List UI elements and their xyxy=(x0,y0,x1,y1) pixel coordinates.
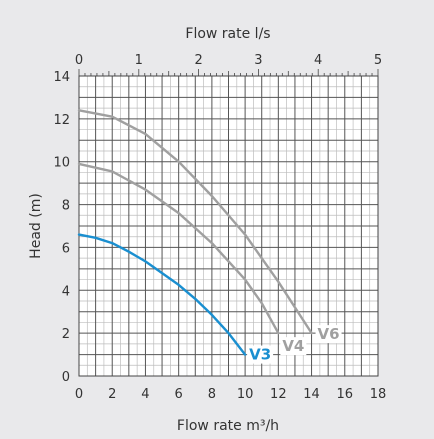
x-axis-title: Flow rate m³/h xyxy=(177,418,279,434)
top-axis-tick-marks xyxy=(78,69,379,76)
x-tick-label: 4 xyxy=(141,387,149,402)
top-tick-label: 2 xyxy=(194,53,202,68)
series-label-background xyxy=(315,325,342,344)
x-tick-label: 16 xyxy=(337,387,354,402)
series-label-background xyxy=(280,337,307,356)
y-tick-label: 4 xyxy=(62,284,70,299)
x-axis-tick-labels: 0 2 4 6 8 10 12 14 16 18 xyxy=(75,387,386,402)
y-tick-label: 12 xyxy=(53,113,70,128)
y-tick-label: 6 xyxy=(62,241,70,256)
series-line-v6 xyxy=(77,109,313,335)
top-tick-label: 5 xyxy=(374,53,382,68)
top-axis-title: Flow rate l/s xyxy=(185,26,270,42)
series-line-v3 xyxy=(77,233,247,356)
series-lines xyxy=(77,109,313,356)
y-tick-label: 8 xyxy=(62,199,70,214)
x-tick-label: 0 xyxy=(75,387,83,402)
y-tick-label: 10 xyxy=(53,156,70,171)
top-axis-tick-labels: 0 1 2 3 4 5 xyxy=(75,53,382,68)
x-tick-label: 8 xyxy=(208,387,216,402)
x-tick-label: 14 xyxy=(303,387,320,402)
series-line-v4 xyxy=(77,162,280,335)
x-tick-label: 18 xyxy=(370,387,387,402)
y-axis-tick-labels: 0 2 4 6 8 10 12 14 xyxy=(53,70,70,385)
top-tick-label: 4 xyxy=(314,53,322,68)
top-tick-label: 1 xyxy=(135,53,143,68)
x-tick-label: 2 xyxy=(108,387,116,402)
series-label-v6: V6 xyxy=(318,325,340,343)
y-axis-title: Head (m) xyxy=(28,193,44,259)
x-tick-label: 6 xyxy=(175,387,183,402)
series-label-v3: V3 xyxy=(249,346,271,364)
y-tick-label: 14 xyxy=(53,70,70,85)
y-tick-label: 2 xyxy=(62,327,70,342)
series-label-v4: V4 xyxy=(282,337,304,355)
series-labels: V3 V4 V6 xyxy=(247,325,342,364)
y-tick-label: 0 xyxy=(62,370,70,385)
top-tick-label: 3 xyxy=(254,53,262,68)
x-tick-label: 10 xyxy=(237,387,254,402)
top-tick-label: 0 xyxy=(75,53,83,68)
major-grid xyxy=(78,75,379,377)
series-label-background xyxy=(247,345,274,364)
x-tick-label: 12 xyxy=(270,387,287,402)
